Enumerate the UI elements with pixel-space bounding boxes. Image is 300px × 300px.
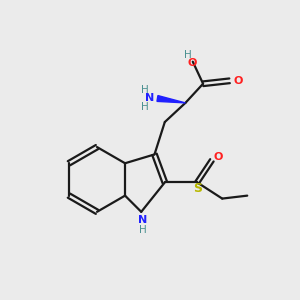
Text: H: H: [141, 85, 149, 95]
Text: H: H: [139, 225, 147, 235]
Text: O: O: [214, 152, 223, 162]
Text: O: O: [188, 58, 197, 68]
Text: N: N: [146, 94, 155, 103]
Text: O: O: [233, 76, 242, 86]
Text: S: S: [193, 182, 202, 195]
Text: N: N: [138, 215, 147, 225]
Text: H: H: [141, 102, 149, 112]
Polygon shape: [157, 96, 185, 103]
Text: H: H: [184, 50, 191, 60]
